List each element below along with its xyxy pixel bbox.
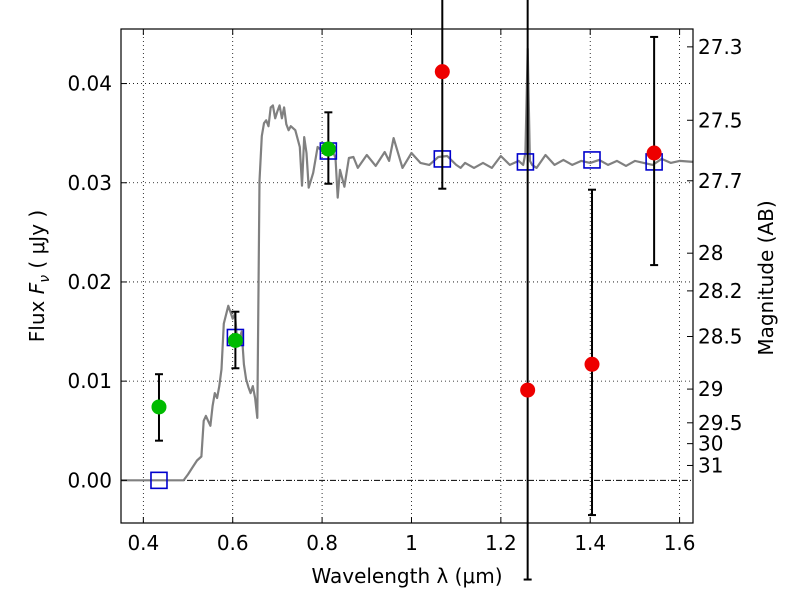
x-tick-label: 1: [405, 531, 418, 555]
data-point: [227, 332, 243, 348]
magnitude-tick-label: 28.2: [698, 279, 743, 303]
left-y-axis-label: Flux Fν ( μJy ): [25, 210, 53, 342]
y-tick-label: 0.02: [67, 270, 112, 294]
magnitude-tick-label: 31: [698, 453, 723, 477]
y-label-symbol: F: [25, 282, 49, 294]
y-label-prefix: Flux: [25, 294, 49, 342]
x-tick-label: 0.8: [306, 531, 338, 555]
magnitude-tick-label: 27.7: [698, 169, 743, 193]
y-label-subscript: ν: [37, 275, 53, 283]
y-tick-label: 0.04: [67, 72, 112, 96]
model-photometry-square: [516, 153, 535, 171]
magnitude-tick-label: 27.3: [698, 35, 743, 59]
x-tick-label: 1.6: [664, 531, 696, 555]
x-tick-label: 1.2: [485, 531, 517, 555]
y-tick-label: 0.01: [67, 369, 112, 393]
magnitude-tick-label: 27.5: [698, 108, 743, 132]
data-point: [320, 141, 336, 157]
magnitude-tick-label: 28.5: [698, 325, 743, 349]
y-tick-label: 0.03: [67, 171, 112, 195]
magnitude-tick-label: 29.5: [698, 411, 743, 435]
gridlines: [121, 29, 693, 523]
magnitude-tick-label: 30: [698, 432, 723, 456]
axis-ticks: 0.4 0.6 0.8 1 1.2 1.4 1.6 0.00 0.01 0.02 0.03 0.04 2…: [67, 29, 743, 555]
x-axis-label: Wavelength λ (μm): [311, 564, 502, 588]
x-tick-label: 0.6: [217, 531, 249, 555]
right-y-axis-label: Magnitude (AB): [754, 200, 778, 355]
magnitude-tick-label: 29: [698, 377, 723, 401]
data-point: [151, 399, 167, 415]
magnitude-tick-label: 28: [698, 241, 723, 265]
model-spectrum-line: [121, 47, 694, 482]
data-point: [646, 145, 662, 161]
y-tick-label: 0.00: [67, 468, 112, 492]
model-photometry-square: [150, 471, 168, 490]
series-layer: [121, 0, 694, 581]
data-point: [434, 64, 450, 80]
model-photometry-square: [583, 151, 601, 169]
data-point: [584, 356, 600, 372]
y-label-suffix: ( μJy ): [25, 210, 49, 275]
x-tick-label: 1.4: [574, 531, 606, 555]
x-tick-label: 0.4: [127, 531, 159, 555]
data-point: [520, 382, 536, 398]
plot-frame: [120, 28, 694, 524]
